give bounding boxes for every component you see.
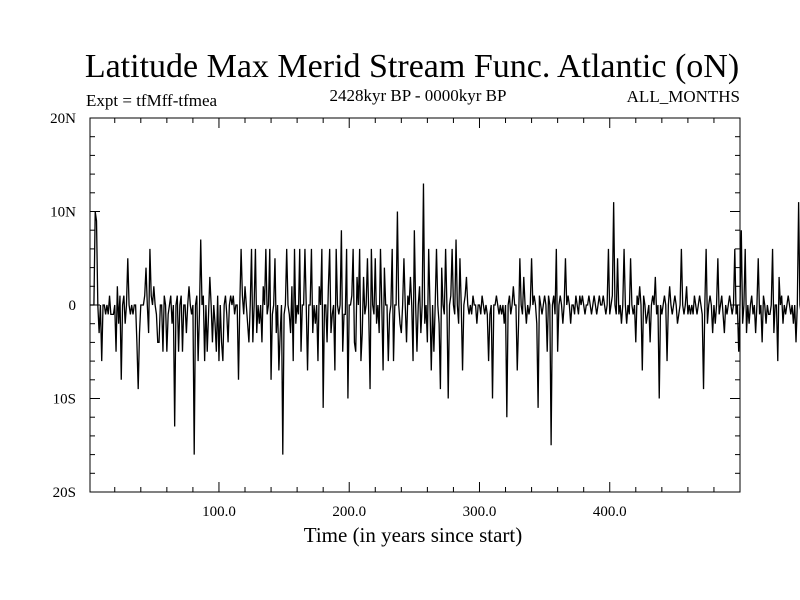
y-tick-label: 0 — [69, 298, 77, 314]
months-label: ALL_MONTHS — [627, 87, 740, 106]
y-tick-label: 20S — [53, 485, 76, 501]
axis-ticks — [90, 117, 740, 493]
time-range-label: 2428kyr BP - 0000kyr BP — [330, 86, 507, 105]
data-series-line — [90, 183, 800, 455]
x-tick-label: 100.0 — [202, 504, 236, 520]
chart-title: Latitude Max Merid Stream Func. Atlantic… — [85, 48, 739, 85]
x-tick-label: 300.0 — [463, 504, 497, 520]
y-tick-label: 10N — [50, 205, 76, 221]
x-tick-label: 200.0 — [332, 504, 366, 520]
y-tick-label: 10S — [53, 392, 76, 408]
experiment-label: Expt = tfMff-tfmea — [86, 91, 218, 110]
y-tick-label: 20N — [50, 111, 76, 127]
x-tick-label: 400.0 — [593, 504, 627, 520]
tick-labels: 20N 10N 0 10S 20S 100.0 200.0 300.0 400.0 — [50, 111, 626, 520]
x-axis-label: Time (in years since start) — [304, 523, 523, 547]
